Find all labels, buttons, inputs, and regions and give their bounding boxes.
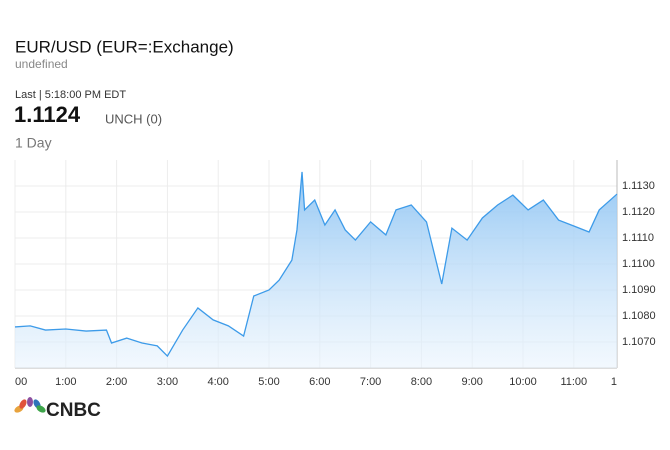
- x-tick-label: 1:00: [55, 376, 76, 388]
- y-tick-label: 1.1100: [622, 258, 655, 270]
- change: UNCH (0): [105, 111, 162, 126]
- x-tick-label: 5:00: [258, 376, 279, 388]
- x-tick-label: 9:00: [462, 376, 483, 388]
- y-tick-label: 1.1120: [622, 206, 655, 218]
- x-tick-label: 6:00: [309, 376, 330, 388]
- logo-text: CNBC: [46, 400, 101, 421]
- price-line: [14, 171, 618, 358]
- y-tick-label: 1.1130: [622, 180, 655, 192]
- logo-peacock: [14, 397, 46, 413]
- x-tick-label: 3:00: [157, 376, 178, 388]
- last-label: Last | 5:18:00 PM EDT: [15, 89, 126, 101]
- x-tick-label: 00: [15, 376, 27, 388]
- x-tick-label: 10:00: [509, 376, 537, 388]
- price: 1.1124: [14, 102, 81, 127]
- x-tick-label: 1: [611, 376, 617, 388]
- x-tick-label: 11:00: [560, 376, 587, 388]
- range-label: 1 Day: [15, 135, 52, 151]
- y-tick-label: 1.1110: [622, 232, 654, 244]
- x-tick-label: 4:00: [207, 376, 228, 388]
- logo: CNBC: [14, 397, 101, 421]
- y-tick-label: 1.1080: [622, 310, 656, 322]
- y-tick-label: 1.1070: [622, 336, 656, 348]
- x-tick-label: 2:00: [106, 376, 127, 388]
- subtitle: undefined: [15, 57, 68, 71]
- x-tick-label: 7:00: [360, 376, 381, 388]
- area: [15, 171, 617, 368]
- x-tick-label: 8:00: [411, 376, 432, 388]
- y-tick-label: 1.1090: [622, 284, 656, 296]
- chart-title: EUR/USD (EUR=:Exchange): [15, 37, 234, 56]
